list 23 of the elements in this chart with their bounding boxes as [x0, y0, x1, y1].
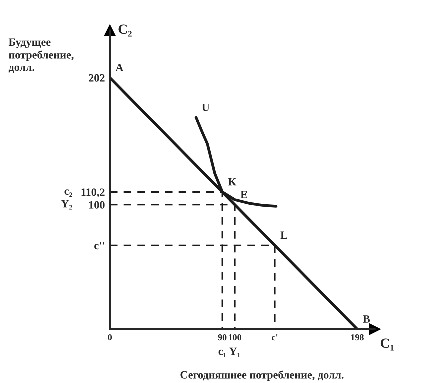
y-tick-label: c'': [94, 242, 104, 250]
y-axis-title: C₂: [118, 24, 132, 37]
annotation: A: [116, 64, 124, 72]
annotation: B: [363, 316, 370, 323]
annotation: E: [240, 191, 248, 198]
x-axis-title: C₁: [380, 338, 394, 351]
y-tick-label: 110,2: [82, 188, 105, 198]
annotation: K: [228, 178, 237, 186]
y-tick-label: 100: [89, 201, 105, 209]
x-tick-label: 90: [218, 334, 227, 341]
text: c₁: [218, 350, 226, 358]
text: Будущее потребление, долл.: [8, 38, 74, 74]
text: Y₁: [230, 348, 240, 358]
x-tick-label: 100: [228, 334, 242, 341]
x-tick-label: c': [272, 334, 278, 341]
text: Сегодняшнее потребление, долл.: [180, 370, 344, 382]
x-tick-label: 198: [351, 334, 364, 341]
annotation: L: [280, 232, 288, 240]
text: Y₂: [61, 200, 72, 210]
text: c₂: [64, 190, 72, 198]
annotation: U: [202, 104, 210, 112]
y-tick-label: 202: [89, 74, 105, 82]
x-tick-label: 0: [108, 334, 112, 341]
